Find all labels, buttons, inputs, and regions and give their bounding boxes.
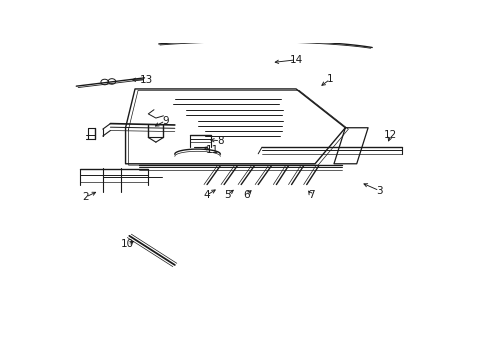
Text: 13: 13 (140, 75, 153, 85)
Text: 10: 10 (121, 239, 134, 249)
Text: 8: 8 (217, 136, 223, 146)
Text: 6: 6 (243, 190, 250, 200)
Text: 11: 11 (205, 145, 218, 155)
Text: 4: 4 (203, 190, 210, 200)
Text: 1: 1 (326, 74, 333, 84)
Text: 9: 9 (162, 116, 168, 126)
Text: 3: 3 (375, 186, 382, 196)
Text: 5: 5 (224, 190, 230, 200)
Text: 2: 2 (82, 192, 89, 202)
Text: 7: 7 (307, 190, 314, 200)
Text: 12: 12 (384, 130, 397, 140)
Text: 14: 14 (289, 55, 302, 65)
